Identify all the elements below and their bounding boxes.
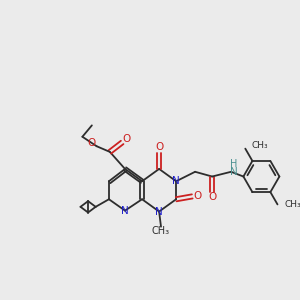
Text: H: H <box>230 159 238 169</box>
Text: O: O <box>155 142 163 152</box>
Text: CH₃: CH₃ <box>252 141 268 150</box>
Text: O: O <box>88 138 96 148</box>
Text: N: N <box>121 206 129 216</box>
Text: CH₃: CH₃ <box>152 226 170 236</box>
Text: O: O <box>123 134 131 144</box>
Text: O: O <box>194 191 202 201</box>
Text: O: O <box>208 192 216 203</box>
Text: N: N <box>155 207 163 217</box>
Text: N: N <box>172 176 180 186</box>
Text: N: N <box>230 167 238 177</box>
Text: CH₃: CH₃ <box>284 200 300 209</box>
